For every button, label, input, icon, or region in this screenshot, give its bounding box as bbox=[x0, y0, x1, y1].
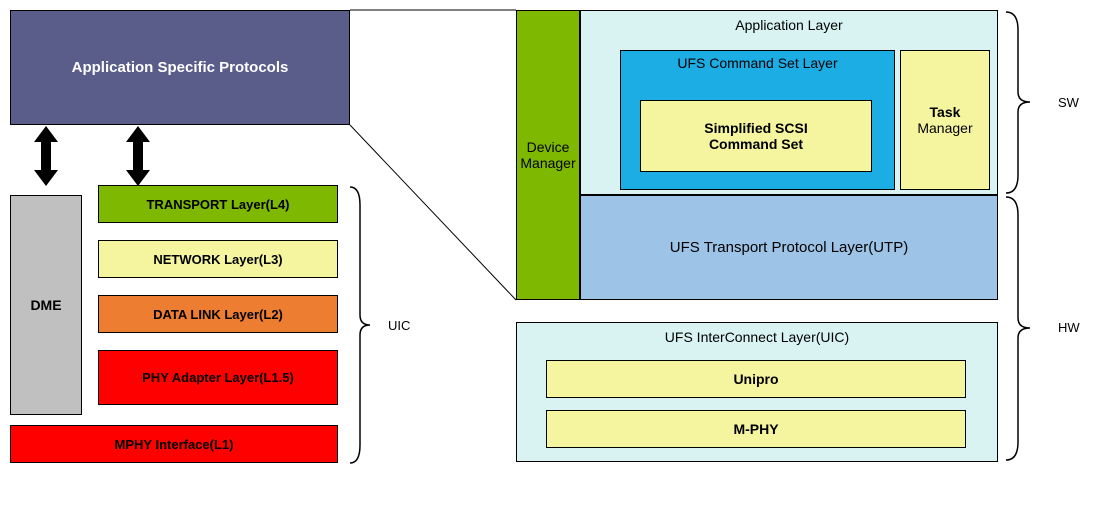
asp-label: Application Specific Protocols bbox=[72, 59, 289, 76]
scsi-box: Simplified SCSI Command Set bbox=[640, 100, 872, 172]
l15-label: PHY Adapter Layer(L1.5) bbox=[142, 370, 294, 385]
device-manager-box: Device Manager bbox=[516, 10, 580, 300]
utp-box: UFS Transport Protocol Layer(UTP) bbox=[580, 195, 998, 300]
app-layer-label: Application Layer bbox=[735, 17, 842, 33]
hw-brace bbox=[1004, 195, 1034, 467]
unipro-box: Unipro bbox=[546, 360, 966, 398]
mphy-box: M-PHY bbox=[546, 410, 966, 448]
l4-box: TRANSPORT Layer(L4) bbox=[98, 185, 338, 223]
l4-label: TRANSPORT Layer(L4) bbox=[146, 197, 289, 212]
l1-label: MPHY Interface(L1) bbox=[115, 437, 234, 452]
l15-box: PHY Adapter Layer(L1.5) bbox=[98, 350, 338, 405]
cmd-set-label: UFS Command Set Layer bbox=[677, 55, 837, 71]
dme-label: DME bbox=[30, 297, 61, 313]
task-manager-label: TaskManager bbox=[917, 104, 972, 136]
unipro-label: Unipro bbox=[733, 371, 778, 387]
scsi-label: Simplified SCSI Command Set bbox=[676, 120, 836, 152]
utp-label: UFS Transport Protocol Layer(UTP) bbox=[670, 239, 908, 256]
sw-brace bbox=[1004, 10, 1034, 200]
uic-right-label: UFS InterConnect Layer(UIC) bbox=[665, 329, 849, 345]
task-manager-box: TaskManager bbox=[900, 50, 990, 190]
mphy-label: M-PHY bbox=[733, 421, 778, 437]
device-manager-label: Device Manager bbox=[520, 139, 575, 171]
uic-label-left: UIC bbox=[388, 318, 410, 333]
hw-label: HW bbox=[1058, 320, 1080, 335]
uic-brace-left bbox=[348, 185, 378, 470]
l3-box: NETWORK Layer(L3) bbox=[98, 240, 338, 278]
asp-box: Application Specific Protocols bbox=[10, 10, 350, 125]
arrow-asp-l4 bbox=[126, 126, 150, 186]
arrow-asp-dme bbox=[34, 126, 58, 186]
l2-label: DATA LINK Layer(L2) bbox=[153, 307, 283, 322]
dme-box: DME bbox=[10, 195, 82, 415]
l3-label: NETWORK Layer(L3) bbox=[153, 252, 282, 267]
l2-box: DATA LINK Layer(L2) bbox=[98, 295, 338, 333]
sw-label: SW bbox=[1058, 95, 1079, 110]
l1-box: MPHY Interface(L1) bbox=[10, 425, 338, 463]
